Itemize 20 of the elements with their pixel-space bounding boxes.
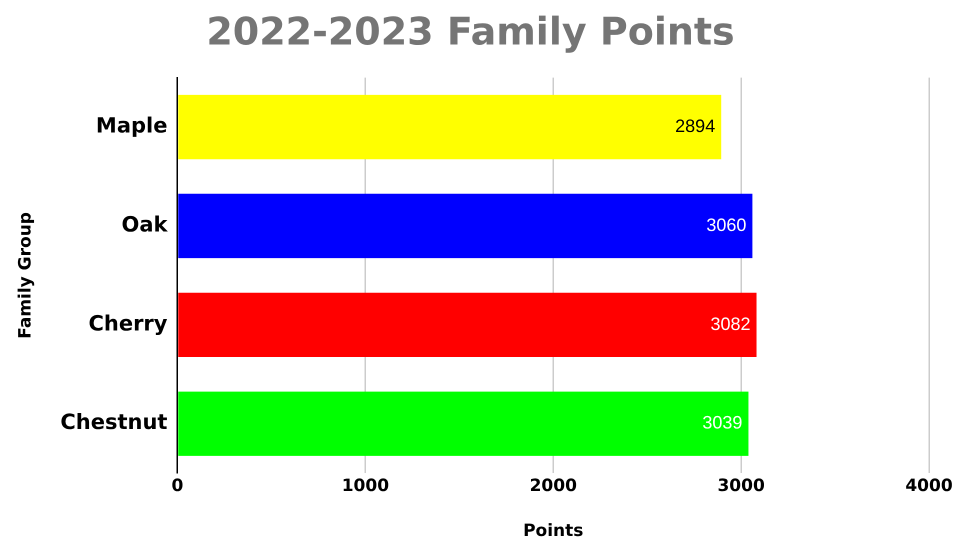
data-label: 3060 xyxy=(706,214,746,235)
bar xyxy=(178,94,722,160)
y-tick-label: Oak xyxy=(121,212,169,236)
x-tick-label: 4000 xyxy=(905,476,953,496)
y-tick-label: Chestnut xyxy=(60,410,168,434)
y-tick-label: Cherry xyxy=(88,311,168,336)
data-label: 2894 xyxy=(675,116,716,136)
y-tick-label: Maple xyxy=(96,114,168,138)
x-tick-label: 3000 xyxy=(717,476,765,496)
x-tick-label: 0 xyxy=(172,476,184,496)
chart-title: 2022-2023 Family Points xyxy=(206,10,735,54)
x-tick-label: 2000 xyxy=(530,476,578,496)
bar xyxy=(178,392,748,456)
data-label: 3082 xyxy=(710,314,751,334)
x-tick-label: 1000 xyxy=(342,476,390,496)
x-axis-title: Points xyxy=(523,521,584,542)
bar xyxy=(178,194,752,258)
data-label: 3039 xyxy=(702,412,742,433)
bar xyxy=(178,292,757,357)
y-axis-title: Family Group xyxy=(16,212,36,339)
